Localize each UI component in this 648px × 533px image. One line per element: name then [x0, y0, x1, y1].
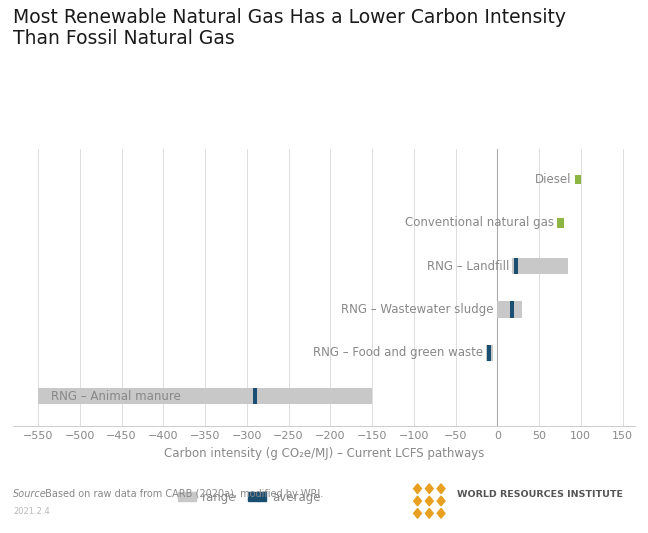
Text: Based on raw data from CARB (2020a), modified by WRI.: Based on raw data from CARB (2020a), mod… [42, 489, 323, 499]
Text: 2021.2.4: 2021.2.4 [13, 507, 50, 516]
Polygon shape [413, 508, 421, 518]
Polygon shape [425, 496, 434, 506]
Polygon shape [437, 484, 445, 494]
Text: Source:: Source: [13, 489, 50, 499]
Polygon shape [437, 496, 445, 506]
Polygon shape [413, 496, 421, 506]
Text: Diesel: Diesel [535, 173, 572, 186]
Bar [497, 301, 522, 318]
Text: Conventional natural gas: Conventional natural gas [405, 216, 554, 229]
Bar [514, 258, 518, 274]
Polygon shape [425, 508, 434, 518]
Bar [38, 388, 372, 405]
Bar [557, 218, 564, 228]
Bar [487, 344, 491, 361]
Polygon shape [437, 508, 445, 518]
Polygon shape [425, 484, 434, 494]
Text: Most Renewable Natural Gas Has a Lower Carbon Intensity: Most Renewable Natural Gas Has a Lower C… [13, 8, 566, 27]
Bar [487, 344, 493, 361]
Legend: range, average: range, average [178, 490, 320, 504]
Bar [253, 388, 257, 405]
Text: Than Fossil Natural Gas: Than Fossil Natural Gas [13, 29, 235, 49]
Bar [575, 175, 581, 184]
Text: WORLD RESOURCES INSTITUTE: WORLD RESOURCES INSTITUTE [457, 490, 623, 499]
Text: RNG – Wastewater sludge: RNG – Wastewater sludge [341, 303, 494, 316]
Text: RNG – Landfill: RNG – Landfill [426, 260, 509, 273]
Bar [513, 258, 568, 274]
Bar [510, 301, 515, 318]
Text: RNG – Animal manure: RNG – Animal manure [51, 390, 180, 402]
X-axis label: Carbon intensity (g CO₂e/MJ) – Current LCFS pathways: Carbon intensity (g CO₂e/MJ) – Current L… [164, 447, 484, 460]
Text: RNG – Food and green waste: RNG – Food and green waste [313, 346, 483, 359]
Polygon shape [413, 484, 421, 494]
